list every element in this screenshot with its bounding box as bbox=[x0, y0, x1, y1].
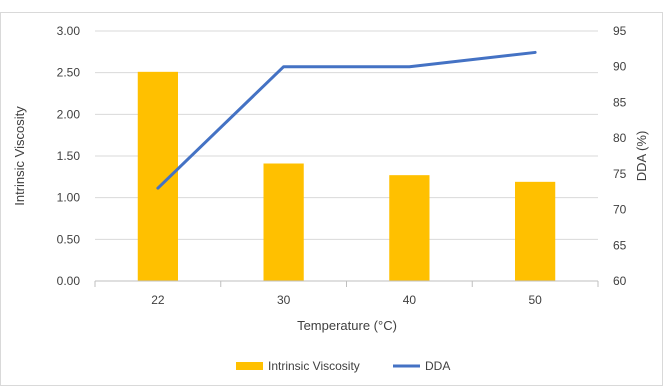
x-axis-title: Temperature (°C) bbox=[297, 318, 397, 333]
left-axis-title: Intrinsic Viscosity bbox=[12, 106, 27, 206]
legend: Intrinsic Viscosity DDA bbox=[236, 359, 450, 373]
right-tick-label: 90 bbox=[613, 60, 627, 74]
left-tick-label: 1.50 bbox=[57, 149, 81, 163]
left-tick-label: 0.00 bbox=[57, 274, 81, 288]
line-dda bbox=[156, 50, 537, 190]
right-axis-ticks: 60 65 70 75 80 85 90 95 bbox=[613, 24, 627, 288]
right-tick-label: 80 bbox=[613, 131, 627, 145]
left-tick-label: 1.00 bbox=[57, 191, 81, 205]
bar-intrinsic-viscosity bbox=[389, 175, 430, 281]
left-tick-label: 0.50 bbox=[57, 232, 81, 246]
legend-label-dda: DDA bbox=[425, 359, 450, 373]
left-tick-label: 3.00 bbox=[57, 24, 81, 38]
line-series bbox=[156, 50, 537, 190]
left-tick-label: 2.00 bbox=[57, 107, 81, 121]
right-tick-label: 85 bbox=[613, 95, 627, 109]
legend-swatch-intrinsic-viscosity bbox=[236, 362, 263, 370]
left-tick-label: 2.50 bbox=[57, 66, 81, 80]
x-axis-ticks: 22 30 40 50 bbox=[151, 293, 542, 307]
right-tick-label: 70 bbox=[613, 203, 627, 217]
legend-label-intrinsic-viscosity: Intrinsic Viscosity bbox=[268, 359, 360, 373]
bar-intrinsic-viscosity bbox=[515, 181, 556, 281]
x-tick-label: 40 bbox=[403, 293, 417, 307]
x-tick-label: 22 bbox=[151, 293, 165, 307]
left-axis-ticks: 0.00 0.50 1.00 1.50 2.00 2.50 3.00 bbox=[57, 24, 81, 288]
gridlines bbox=[95, 30, 598, 240]
x-tick-label: 30 bbox=[277, 293, 291, 307]
bar-intrinsic-viscosity bbox=[263, 163, 304, 281]
bar-series bbox=[137, 71, 556, 281]
right-tick-label: 95 bbox=[613, 24, 627, 38]
right-tick-label: 60 bbox=[613, 274, 627, 288]
right-tick-label: 65 bbox=[613, 238, 627, 252]
x-tick-label: 50 bbox=[528, 293, 542, 307]
right-axis-title: DDA (%) bbox=[634, 131, 649, 182]
axes bbox=[94, 280, 599, 287]
right-tick-label: 75 bbox=[613, 167, 627, 181]
